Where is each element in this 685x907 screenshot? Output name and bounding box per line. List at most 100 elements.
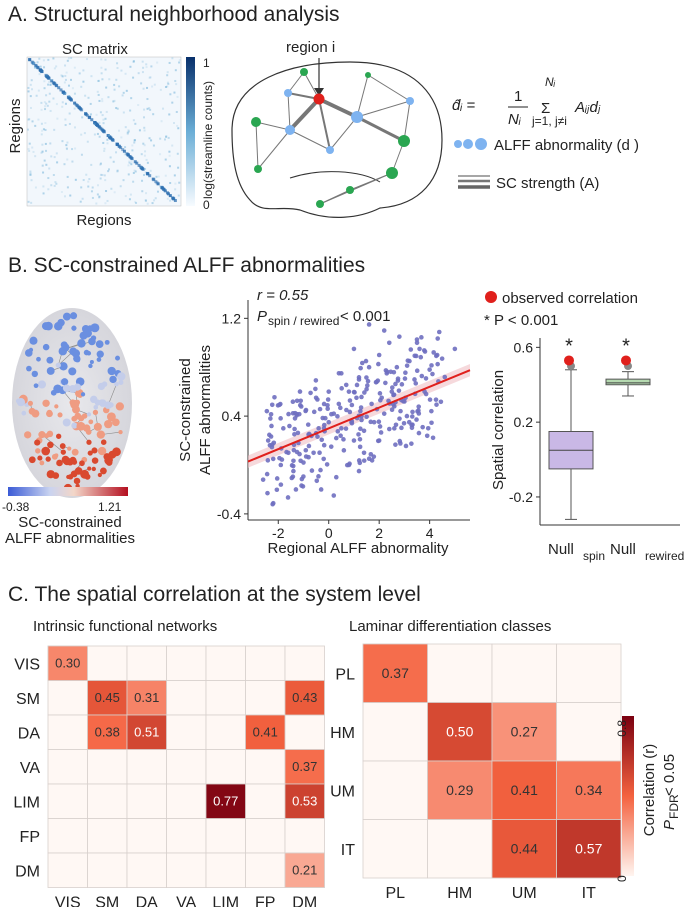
matrix-cell: [149, 169, 152, 172]
heatmap-row-label: HM: [330, 725, 355, 742]
matrix-cell: [169, 182, 172, 185]
matrix-cell: [122, 91, 125, 94]
heatmap-cell-label: 0.37: [382, 665, 409, 681]
scatter-point: [378, 430, 384, 435]
scatter-point: [308, 390, 313, 396]
matrix-cell: [124, 72, 127, 75]
brain-node: [115, 355, 120, 361]
matrix-cell: [155, 175, 158, 178]
scatter-point: [393, 442, 398, 447]
matrix-cell: [98, 195, 101, 198]
matrix-cell: [67, 84, 70, 87]
scatter-point: [377, 391, 383, 396]
matrix-cell: [40, 151, 43, 154]
matrix-cell: [130, 160, 133, 163]
matrix-cell: [71, 87, 74, 90]
brain-node: [67, 474, 74, 480]
heatmap-empty-cell: [556, 643, 622, 703]
scatter-point: [291, 447, 297, 453]
matrix-cell: [164, 174, 167, 177]
scatter-point: [289, 463, 295, 468]
matrix-cell: [61, 140, 64, 143]
matrix-cell: [45, 163, 48, 166]
matrix-cell: [88, 178, 91, 181]
matrix-cell: [168, 154, 171, 157]
corr-colorbar: 0.8 0 Correlation (r) P FDR < 0.05: [615, 716, 681, 882]
matrix-diagonal-cell: [119, 146, 123, 150]
scatter-point: [359, 360, 365, 366]
matrix-cell: [121, 94, 124, 97]
brain-node: [71, 349, 81, 358]
matrix-cell: [68, 122, 71, 125]
matrix-diagonal-cell: [126, 153, 130, 157]
matrix-cell: [90, 75, 93, 78]
matrix-cell: [97, 80, 100, 83]
brain-node: [68, 384, 77, 394]
matrix-cell: [29, 170, 32, 173]
scatter-point: [347, 398, 353, 403]
ldc-title: Laminar differentiation classes: [349, 618, 551, 635]
matrix-cell: [134, 200, 137, 203]
heatmap-cell: [47, 645, 88, 681]
matrix-cell: [41, 164, 44, 167]
matrix-cell: [135, 201, 138, 204]
scatter-point: [301, 474, 306, 479]
matrix-cell: [137, 104, 140, 107]
scatter-point: [316, 426, 321, 431]
matrix-cell: [40, 101, 43, 104]
scatter-point: [393, 381, 398, 387]
matrix-cell: [78, 72, 81, 75]
heatmap-empty-cell: [166, 749, 207, 785]
matrix-cell: [163, 138, 166, 141]
matrix-diagonal-cell: [100, 127, 104, 131]
scatter-point: [321, 456, 326, 462]
scatter-point: [399, 425, 404, 431]
brain-node: [112, 418, 120, 427]
colorbar-label: log(streamline counts): [201, 81, 215, 199]
matrix-cell: [40, 122, 43, 125]
matrix-cell: [113, 83, 116, 86]
matrix-cell: [54, 181, 57, 184]
scatter-point: [351, 438, 357, 443]
brain-node: [36, 356, 41, 362]
scatter-point: [394, 364, 400, 370]
matrix-cell: [74, 178, 77, 181]
matrix-diagonal-cell: [84, 112, 88, 116]
colorbar-min: 0: [203, 198, 210, 212]
brain-node: [80, 469, 90, 479]
matrix-cell: [38, 73, 41, 76]
scatter-point: [289, 475, 295, 481]
matrix-cell: [175, 110, 178, 113]
scatter-point: [423, 376, 429, 381]
scatter-point: [429, 408, 434, 414]
heatmap-cell: [284, 852, 325, 888]
heatmap-empty-cell: [427, 643, 493, 703]
matrix-cell: [42, 171, 45, 174]
heatmap-row-label: DA: [18, 725, 41, 742]
matrix-cell: [146, 202, 149, 205]
matrix-cell: [128, 198, 131, 201]
matrix-cell: [149, 108, 152, 111]
scatter-point: [377, 424, 383, 429]
matrix-cell: [101, 114, 104, 117]
matrix-cell: [108, 78, 111, 81]
matrix-cell: [27, 90, 30, 93]
matrix-cell: [113, 99, 116, 102]
matrix-cell: [65, 71, 68, 74]
heatmap-cell: [284, 680, 325, 716]
brain-node: [47, 441, 54, 449]
matrix-cell: [132, 180, 135, 183]
brain-node: [62, 418, 71, 427]
matrix-cell: [45, 149, 48, 152]
matrix-cell: [115, 78, 118, 81]
matrix-cell: [134, 122, 137, 125]
matrix-cell: [80, 85, 83, 88]
heatmap-empty-cell: [166, 680, 207, 716]
matrix-cell: [153, 199, 156, 202]
matrix-cell: [130, 163, 133, 166]
scatter-point: [341, 437, 346, 442]
heatmap-row-label: SM: [16, 691, 40, 708]
scatter-point: [313, 378, 319, 383]
brain-colorbar-max: 1.21: [98, 500, 122, 514]
brain-node: [91, 447, 98, 454]
